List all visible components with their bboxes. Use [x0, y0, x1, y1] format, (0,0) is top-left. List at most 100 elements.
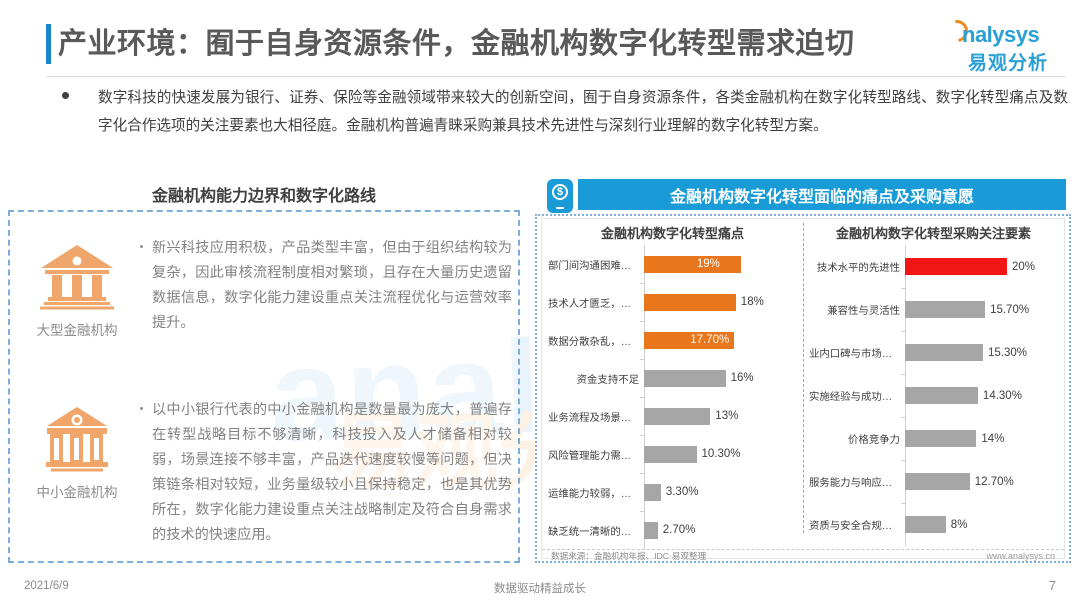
card-text: 以中小银行代表的中小金融机构是数量最为庞大，普遍存在转型战略目标不够清晰，科技投… [152, 402, 512, 543]
chart-bar-label: 实施经验与成功案例 [809, 392, 903, 403]
chart-bar-label: 风险管理能力需要提高 [548, 450, 644, 462]
chart-axis-tick [640, 473, 644, 474]
chart-bar-zone: 2.70% [644, 521, 797, 539]
chart-bar-zone: 14% [905, 430, 1058, 447]
chart-bar-value: 15.30% [988, 346, 1028, 359]
chart-bar-zone: 3.30% [644, 483, 797, 501]
chart-axis-line [644, 245, 645, 549]
chart-bar [644, 407, 711, 425]
chart-bar-value: 14% [981, 432, 1005, 445]
chart-bar-value: 2.70% [662, 524, 696, 536]
chart-bar-row: 部门间沟通困难，权… 19% [548, 245, 797, 283]
chart-plot-area: 部门间沟通困难，权… 19% 技术人才匮乏，技术… 18% 数据分散杂乱，难以… 17.7… [548, 245, 797, 549]
chart-bar-zone: 16% [644, 369, 797, 387]
money-mobile-icon: $ [547, 179, 573, 213]
chart-bar [644, 255, 741, 273]
chart-bar-row: 运维能力较弱，工具… 3.30% [548, 473, 797, 511]
chart-bar-label: 技术水平的先进性 [816, 263, 900, 274]
chart-axis-tick [640, 283, 644, 284]
footer-tagline: 数据驱动精益成长 [494, 583, 586, 595]
chart-bar-value: 15.70% [990, 303, 1030, 316]
chart-bar-row: 数据分散杂乱，难以… 17.70% [548, 321, 797, 359]
chart-axis-tick [901, 417, 905, 418]
footer-date: 2021/6/9 [24, 580, 69, 592]
chart-bar-value: 10.30% [701, 448, 741, 460]
chart-title: 金融机构数字化转型采购关注要素 [835, 226, 1031, 241]
charts-container: 金融机构数字化转型痛点 部门间沟通困难，权… 19% 技术人才匮乏，技术… 18% 数据… [541, 218, 1065, 562]
chart-bar-label: 价格竞争力 [848, 435, 900, 446]
logo-wordmark-cn: 易观分析 [968, 53, 1049, 74]
chart-bar-value: 8% [950, 518, 968, 531]
chart-bar [905, 430, 977, 447]
phone-home-bar [556, 207, 564, 209]
chart-bar-label: 服务能力与响应速度 [809, 478, 903, 489]
chart-title: 金融机构数字化转型痛点 [600, 226, 744, 241]
title-accent-bar [46, 24, 51, 64]
charts-row: 金融机构数字化转型痛点 部门间沟通困难，权… 19% 技术人才匮乏，技术… 18% 数据… [542, 219, 1064, 549]
chart-bar [644, 369, 726, 387]
chart-bar-zone: 8% [905, 516, 1058, 533]
chart-bar [905, 387, 978, 404]
chart-bar [644, 331, 735, 349]
chart-axis-tick [640, 359, 644, 360]
chart-bar-label: 数据分散杂乱，难以… [548, 336, 644, 348]
site-url: www.analysys.cn [986, 551, 1055, 561]
chart-bar-row: 价格竞争力 14% [809, 417, 1058, 460]
chart-bar-zone: 15.30% [905, 344, 1058, 361]
card-text: 新兴科技应用积极，产品类型丰富，但由于组织结构较为复杂，因此审核流程制度相对繁琐… [152, 240, 512, 331]
chart-bar [644, 521, 658, 539]
chart-bar-zone: 13% [644, 407, 797, 425]
footer-page-number: 7 [1048, 578, 1056, 593]
chart-bar [905, 516, 946, 533]
chart-bar [644, 293, 736, 311]
chart-bar [905, 258, 1007, 275]
chart-bar-value: 14.30% [982, 389, 1022, 402]
chart-axis-tick [901, 288, 905, 289]
chart-bar-zone: 10.30% [644, 445, 797, 463]
card-bullet-dot-icon [140, 407, 143, 410]
header-divider [46, 76, 1066, 77]
card-label: 大型金融机构 [36, 323, 118, 338]
chart-bar-row: 风险管理能力需要提高 10.30% [548, 435, 797, 473]
charts-divider [803, 223, 804, 533]
slide-footer: 2021/6/9 数据驱动精益成长 7 [0, 578, 1080, 600]
card-bullet-dot-icon [140, 245, 143, 248]
chart-bar-value: 13% [715, 410, 739, 422]
card-body: 新兴科技应用积极，产品类型丰富，但由于组织结构较为复杂，因此审核流程制度相对繁琐… [138, 236, 512, 336]
chart-bar-value: 3.30% [665, 486, 699, 498]
chart-bar-value: 18% [740, 296, 764, 308]
chart-bar [905, 344, 984, 361]
data-source-note: 数据来源：金融机构年报、IDC·易观整理 [551, 551, 707, 561]
chart-bar-value: 19% [696, 258, 720, 270]
card-body: 以中小银行代表的中小金融机构是数量最为庞大，普遍存在转型战略目标不够清晰，科技投… [138, 398, 512, 548]
chart-bar-label: 缺乏统一清晰的规… [548, 526, 642, 538]
chart-bar-zone: 12.70% [905, 473, 1058, 490]
chart-bar [905, 301, 986, 318]
slide-header: 产业环境：囿于自身资源条件，金融机构数字化转型需求迫切 nalysys 易观分析 [0, 15, 1080, 76]
chart-pain-points: 金融机构数字化转型痛点 部门间沟通困难，权… 19% 技术人才匮乏，技术… 18% 数据… [542, 219, 803, 549]
chart-axis-tick [640, 435, 644, 436]
chart-bar [644, 483, 661, 501]
chart-procurement-factors: 金融机构数字化转型采购关注要素 技术水平的先进性 20% 兼容性与灵活性 15.70%… [803, 219, 1064, 549]
bank-large-icon [40, 245, 114, 310]
chart-bar-zone: 18% [644, 293, 797, 311]
chart-axis-tick [640, 397, 644, 398]
logo-wordmark-en: nalysys [962, 22, 1040, 47]
chart-bar-value: 12.70% [974, 475, 1014, 488]
analysys-logo: nalysys 易观分析 [941, 15, 1064, 76]
chart-axis-tick [640, 511, 644, 512]
chart-bar-label: 业务流程及场景复… [548, 412, 642, 424]
chart-bar-row: 业务流程及场景复… 13% [548, 397, 797, 435]
chart-bar-row: 资质与安全合规属性 8% [809, 503, 1058, 546]
chart-footer: 数据来源：金融机构年报、IDC·易观整理 www.analysys.cn [542, 549, 1064, 562]
card-large-institution: 大型金融机构 新兴科技应用积极，产品类型丰富，但由于组织结构较为复杂，因此审核流… [16, 236, 513, 339]
dollar-glyph: $ [552, 184, 568, 200]
chart-bar-row: 实施经验与成功案例 14.30% [809, 374, 1058, 417]
chart-bar-zone: 17.70% [644, 331, 797, 349]
chart-bar-zone: 15.70% [905, 301, 1058, 318]
card-label: 中小金融机构 [36, 485, 118, 500]
chart-bar-label: 部门间沟通困难，权… [548, 260, 644, 272]
chart-bar-row: 业内口碑与市场地位 15.30% [809, 331, 1058, 374]
left-panel-box [8, 210, 520, 563]
